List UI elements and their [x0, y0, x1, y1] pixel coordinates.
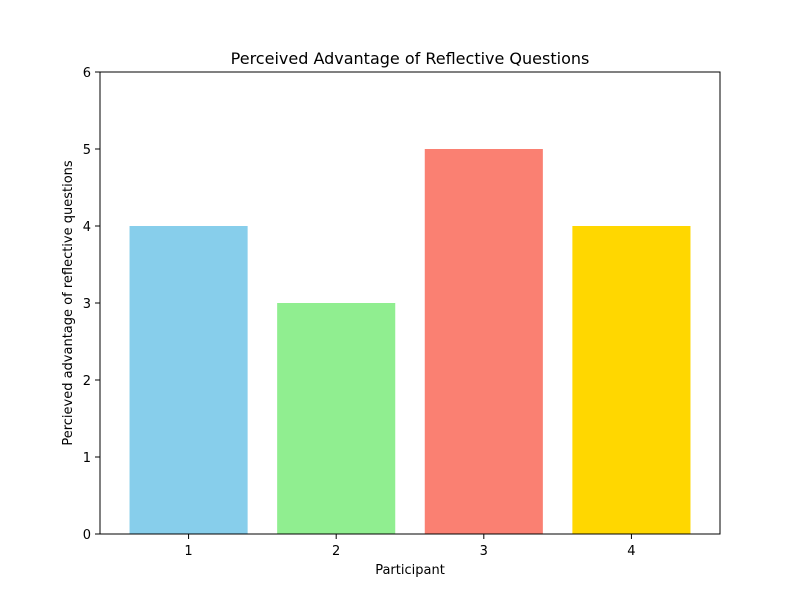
y-tick-label: 5 — [83, 143, 91, 158]
x-tick-label: 4 — [627, 544, 635, 559]
y-tick-label: 4 — [83, 220, 91, 235]
x-tick-label: 1 — [184, 544, 192, 559]
y-axis-label: Percieved advantage of reflective questi… — [61, 160, 76, 446]
x-tick-label: 3 — [480, 544, 488, 559]
y-axis: 0 1 2 3 4 5 6 — [83, 66, 100, 543]
y-tick-label: 6 — [83, 66, 91, 81]
x-axis: 1 2 3 4 — [184, 534, 636, 559]
y-tick-label: 0 — [83, 528, 91, 543]
x-tick-label: 2 — [332, 544, 340, 559]
y-tick-label: 3 — [83, 297, 91, 312]
bar-participant-3 — [424, 149, 543, 534]
bar-participant-2 — [277, 303, 396, 534]
y-tick-label: 2 — [83, 374, 91, 389]
bar-participant-4 — [572, 226, 691, 534]
bars-group — [129, 149, 691, 534]
x-axis-label: Participant — [375, 563, 445, 578]
y-tick-label: 1 — [83, 451, 91, 466]
chart-title: Perceived Advantage of Reflective Questi… — [231, 49, 590, 68]
bar-participant-1 — [129, 226, 248, 534]
